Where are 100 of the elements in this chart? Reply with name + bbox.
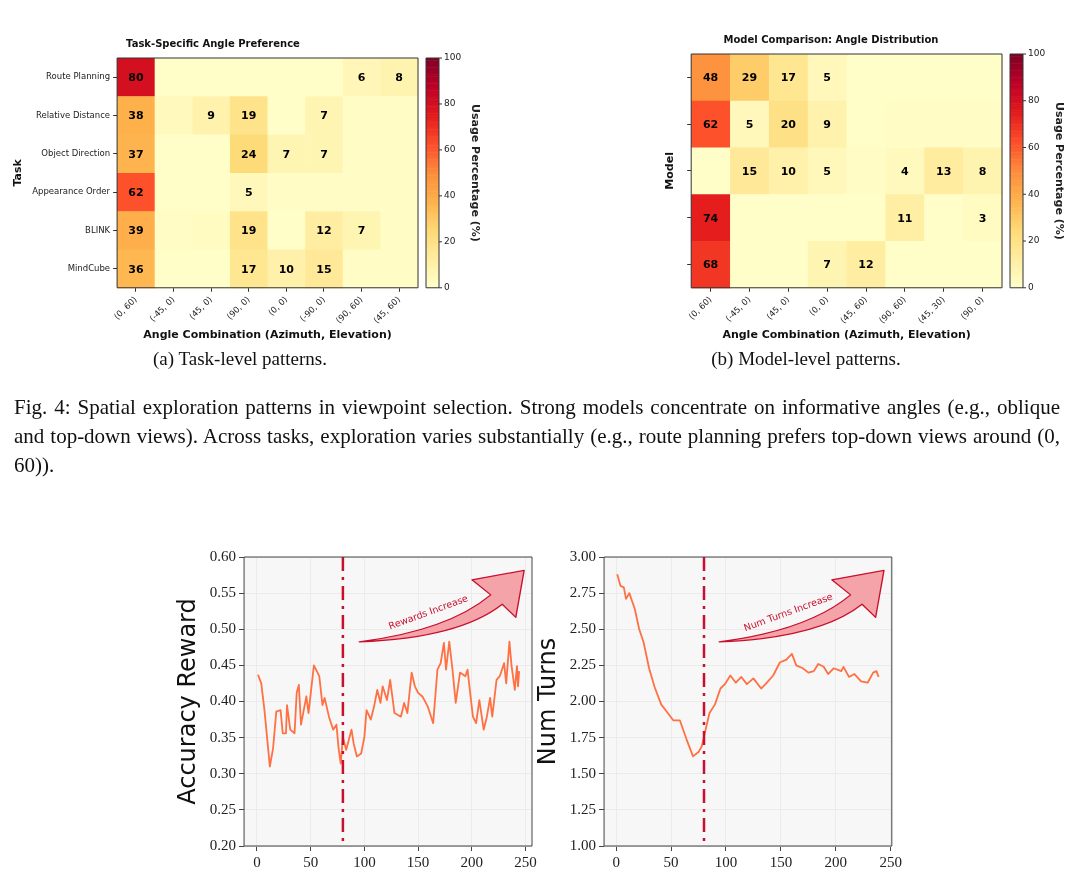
data-label: 68: [702, 258, 719, 272]
x-tick-label: (45, 60): [838, 294, 869, 326]
y-tick-label: 1.00: [569, 836, 597, 853]
data-label: 62: [702, 118, 719, 132]
data-label: 7: [357, 224, 366, 238]
y-axis-title: Num Turns: [532, 637, 561, 766]
data-label: 4: [901, 164, 910, 178]
x-axis-title: Angle Combination (Azimuth, Elevation): [722, 328, 971, 342]
text: (b) Model-level patterns.: [710, 348, 902, 370]
data-label: 62: [128, 186, 144, 200]
data-label: 6: [357, 71, 366, 85]
x-tick-label: 50: [303, 853, 319, 870]
color-bar-title: Usage Percentage (%): [1053, 102, 1067, 240]
x-tick-label: (0, 0): [266, 294, 290, 318]
y-tick-label: 0.50: [209, 620, 237, 637]
data-label: 5: [823, 71, 831, 85]
y-tick-label: 2.50: [569, 620, 597, 637]
data-label: 10: [278, 262, 295, 276]
y-axis-title: Accuracy Reward: [172, 598, 201, 805]
y-tick-label: 2.25: [569, 656, 597, 673]
y-axis-title: Task: [11, 158, 25, 187]
x-tick-label: 0: [253, 853, 261, 870]
x-axis-title: Angle Combination (Azimuth, Elevation): [143, 328, 392, 342]
x-tick-label: (45, 30): [915, 294, 947, 326]
x-tick-label: (90, 0): [958, 294, 986, 322]
x-tick-label: 250: [514, 853, 537, 870]
y-tick-label: MindCube: [67, 262, 111, 273]
data-label: 38: [128, 109, 144, 123]
data-label: 74: [702, 211, 719, 225]
chart-title: Task-Specific Angle Preference: [126, 37, 301, 49]
data-label: 7: [282, 147, 291, 161]
color-bar-label: 100: [444, 52, 462, 63]
data-label: 7: [320, 147, 328, 161]
data-label: 5: [244, 186, 253, 200]
y-tick-label: 2.75: [569, 584, 597, 601]
color-bar-label: 40: [1028, 188, 1040, 199]
color-bar-label: 80: [1028, 95, 1040, 106]
data-label: 19: [241, 109, 257, 123]
y-tick-label: 0.40: [209, 692, 237, 709]
x-tick-label: 0: [612, 853, 620, 870]
x-tick-label: (90, 60): [333, 294, 365, 326]
data-label: 80: [128, 71, 144, 85]
x-tick-label: (45, 0): [187, 294, 215, 322]
y-tick-label: 0.35: [209, 728, 237, 745]
x-tick-label: (90, 60): [876, 294, 908, 326]
data-label: 36: [128, 262, 144, 276]
y-tick-label: 0.45: [209, 656, 237, 673]
x-tick-label: (45, 0): [764, 294, 792, 322]
color-bar-label: 60: [1028, 141, 1040, 152]
data-label: 15: [741, 164, 758, 178]
data-label: 17: [241, 262, 257, 276]
y-tick-label: 2.00: [569, 692, 597, 709]
data-label: 15: [316, 262, 332, 276]
y-tick-label: 0.20: [209, 836, 237, 853]
data-label: 7: [823, 258, 831, 272]
data-label: 12: [316, 224, 332, 238]
x-tick-label: (45, 60): [371, 294, 403, 326]
color-bar-label: 80: [444, 98, 456, 109]
color-bar-label: 0: [444, 282, 450, 293]
data-label: 37: [128, 147, 144, 161]
y-tick-label: 1.75: [569, 728, 597, 745]
x-tick-label: (0, 60): [686, 294, 714, 322]
data-label: 20: [780, 118, 797, 132]
data-label: 3: [978, 211, 987, 225]
data-label: 39: [128, 224, 144, 238]
caption: Fig. 4: Spatial exploration patterns in viewpoint selection. Strong models concentrate on informative angles (e.g., oblique and top-down views). Across tasks, exploration varies substantially (e.g., route planning prefers top-down views around (0, 60)).: [14, 394, 1060, 479]
data-label: 29: [741, 71, 758, 85]
y-tick-label: 0.30: [209, 764, 237, 781]
chart-title: Model Comparison: Angle Distribution: [723, 33, 939, 45]
y-tick-label: Relative Distance: [35, 109, 111, 120]
x-tick-label: 150: [406, 853, 430, 870]
y-tick-label: Appearance Order: [32, 186, 111, 197]
y-tick-label: 0.55: [209, 584, 237, 601]
data-label: 12: [858, 258, 874, 272]
data-label: 7: [320, 109, 328, 123]
data-label: 8: [978, 164, 987, 178]
x-tick-label: 150: [769, 853, 793, 870]
color-bar-label: 20: [1028, 235, 1040, 246]
color-bar-label: 20: [444, 236, 456, 247]
x-tick-label: 100: [353, 853, 376, 870]
color-bar-label: 100: [1028, 48, 1046, 59]
x-tick-label: (90, 0): [224, 294, 252, 322]
color-bar-title: Usage Percentage (%): [469, 104, 483, 242]
data-label: 10: [780, 164, 797, 178]
y-tick-label: 0.25: [209, 800, 237, 817]
data-label: 17: [780, 71, 796, 85]
color-bar-label: 60: [444, 144, 456, 155]
color-bar-label: 0: [1028, 282, 1034, 293]
text: (a) Task-level patterns.: [152, 348, 328, 370]
data-label: 5: [823, 164, 831, 178]
y-tick-label: Object Direction: [41, 147, 111, 158]
data-label: 24: [241, 147, 257, 161]
x-tick-label: 200: [824, 853, 848, 870]
data-label: 8: [395, 71, 404, 85]
y-tick-label: 3.00: [569, 547, 597, 564]
data-label: 9: [207, 109, 215, 123]
y-axis-title: Model: [663, 152, 677, 190]
x-tick-label: 100: [714, 853, 738, 870]
y-tick-label: 0.60: [209, 547, 237, 564]
data-label: 48: [702, 71, 719, 85]
